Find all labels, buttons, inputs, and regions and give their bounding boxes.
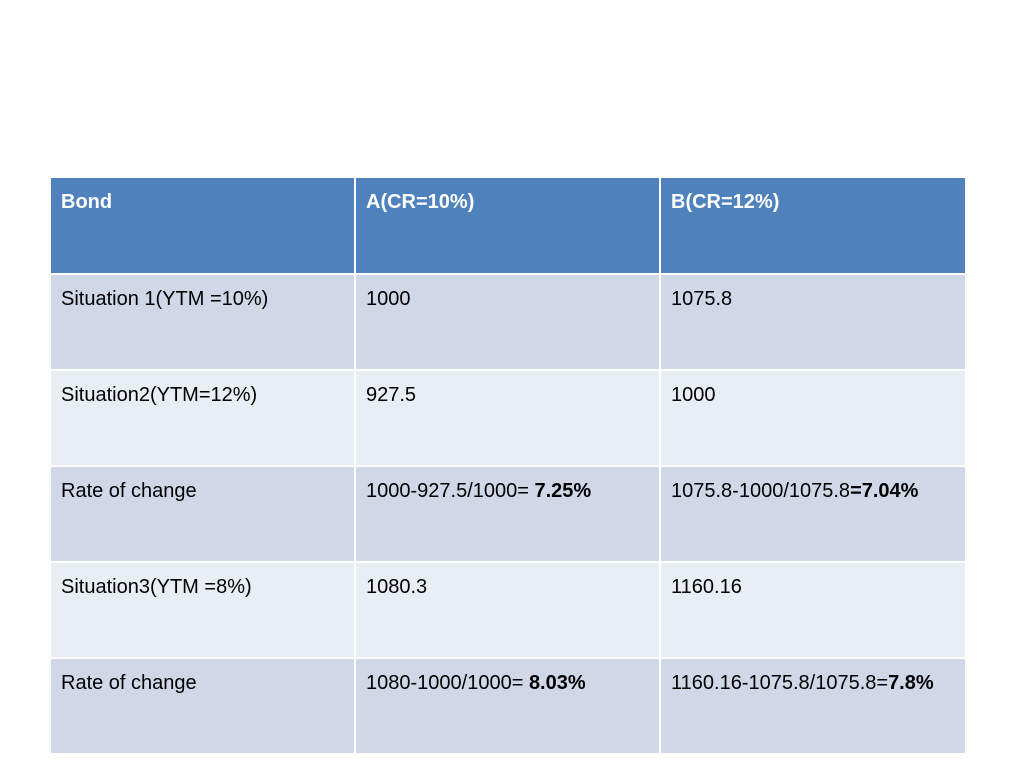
- row-label: Situation2(YTM=12%): [51, 370, 356, 467]
- table-row: Situation 1(YTM =10%) 1000 1075.8: [51, 274, 965, 371]
- cell-text: 1000: [366, 288, 411, 310]
- bond-a-cell: 1080.3: [355, 562, 661, 659]
- bond-b-cell: 1000: [660, 370, 965, 467]
- table-row: Rate of change 1000-927.5/1000= 7.25% 10…: [51, 466, 965, 563]
- cell-text: 1160.16: [671, 576, 742, 598]
- cell-text: 1080.3: [366, 576, 428, 598]
- row-label: Rate of change: [51, 658, 356, 755]
- cell-text: 927.5: [366, 384, 417, 406]
- row-label: Rate of change: [51, 466, 356, 563]
- cell-result: =7.04%: [850, 480, 919, 502]
- row-label: Situation3(YTM =8%): [51, 562, 356, 659]
- cell-result: 8.03%: [528, 672, 586, 694]
- bond-b-cell: 1075.8: [660, 274, 965, 371]
- header-bond: Bond: [51, 178, 356, 275]
- cell-text: 1000: [671, 384, 716, 406]
- cell-text: 1000-927.5/1000=: [366, 480, 535, 502]
- bond-b-cell: 1160.16: [660, 562, 965, 659]
- row-label: Situation 1(YTM =10%): [51, 274, 356, 371]
- cell-result: 7.8%: [888, 672, 934, 694]
- bond-a-cell: 1080-1000/1000= 8.03%: [355, 658, 661, 755]
- table-header-row: Bond A(CR=10%) B(CR=12%): [51, 178, 965, 275]
- bond-comparison-table: Bond A(CR=10%) B(CR=12%) Situation 1(YTM…: [51, 178, 965, 755]
- bond-a-cell: 1000-927.5/1000= 7.25%: [355, 466, 661, 563]
- cell-result: 7.25%: [534, 480, 592, 502]
- cell-text: 1075.8-1000/1075.8: [671, 480, 851, 502]
- bond-b-cell: 1160.16-1075.8/1075.8=7.8%: [660, 658, 965, 755]
- cell-text: 1080-1000/1000=: [366, 672, 529, 694]
- bond-b-cell: 1075.8-1000/1075.8=7.04%: [660, 466, 965, 563]
- table-row: Rate of change 1080-1000/1000= 8.03% 116…: [51, 658, 965, 755]
- bond-a-cell: 1000: [355, 274, 661, 371]
- bond-a-cell: 927.5: [355, 370, 661, 467]
- header-bond-a: A(CR=10%): [355, 178, 661, 275]
- table-row: Situation3(YTM =8%) 1080.3 1160.16: [51, 562, 965, 659]
- cell-text: 1075.8: [671, 288, 733, 310]
- table-row: Situation2(YTM=12%) 927.5 1000: [51, 370, 965, 467]
- cell-text: 1160.16-1075.8/1075.8=: [671, 672, 889, 694]
- header-bond-b: B(CR=12%): [660, 178, 965, 275]
